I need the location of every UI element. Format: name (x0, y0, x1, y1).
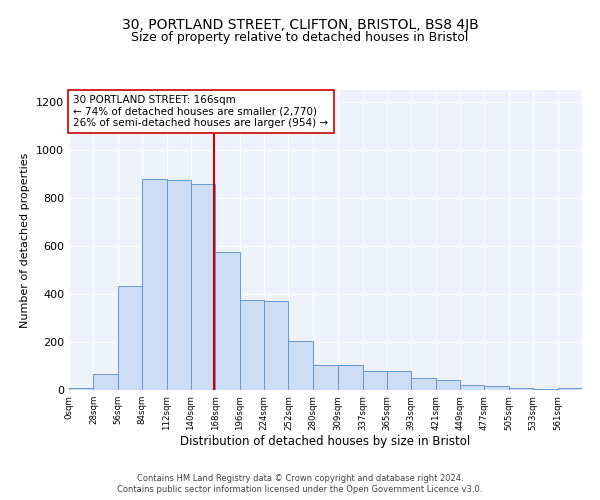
Text: Contains HM Land Registry data © Crown copyright and database right 2024.
Contai: Contains HM Land Registry data © Crown c… (118, 474, 482, 494)
Bar (313, 365, 338, 390)
Bar (436, 380, 460, 390)
Bar (142, 179, 167, 390)
Text: 30 PORTLAND STREET: 166sqm
← 74% of detached houses are smaller (2,770)
26% of s: 30 PORTLAND STREET: 166sqm ← 74% of deta… (73, 95, 328, 128)
Bar (118, 286, 142, 390)
Bar (215, 252, 240, 390)
Bar (240, 300, 264, 390)
Bar (557, 388, 582, 390)
Bar (167, 180, 191, 390)
Bar (338, 365, 362, 390)
Bar (509, 388, 533, 390)
Text: Size of property relative to detached houses in Bristol: Size of property relative to detached ho… (131, 31, 469, 44)
Bar (484, 386, 509, 390)
Bar (289, 341, 313, 390)
Bar (264, 301, 289, 390)
Text: 30, PORTLAND STREET, CLIFTON, BRISTOL, BS8 4JB: 30, PORTLAND STREET, CLIFTON, BRISTOL, B… (122, 18, 478, 32)
Bar (387, 371, 411, 390)
Bar (94, 374, 118, 390)
Y-axis label: Number of detached properties: Number of detached properties (20, 152, 31, 328)
X-axis label: Distribution of detached houses by size in Bristol: Distribution of detached houses by size … (181, 436, 470, 448)
Bar (460, 385, 484, 390)
Bar (191, 184, 215, 390)
Bar (362, 371, 387, 390)
Bar (411, 378, 436, 390)
Bar (533, 389, 557, 390)
Bar (69, 388, 94, 390)
